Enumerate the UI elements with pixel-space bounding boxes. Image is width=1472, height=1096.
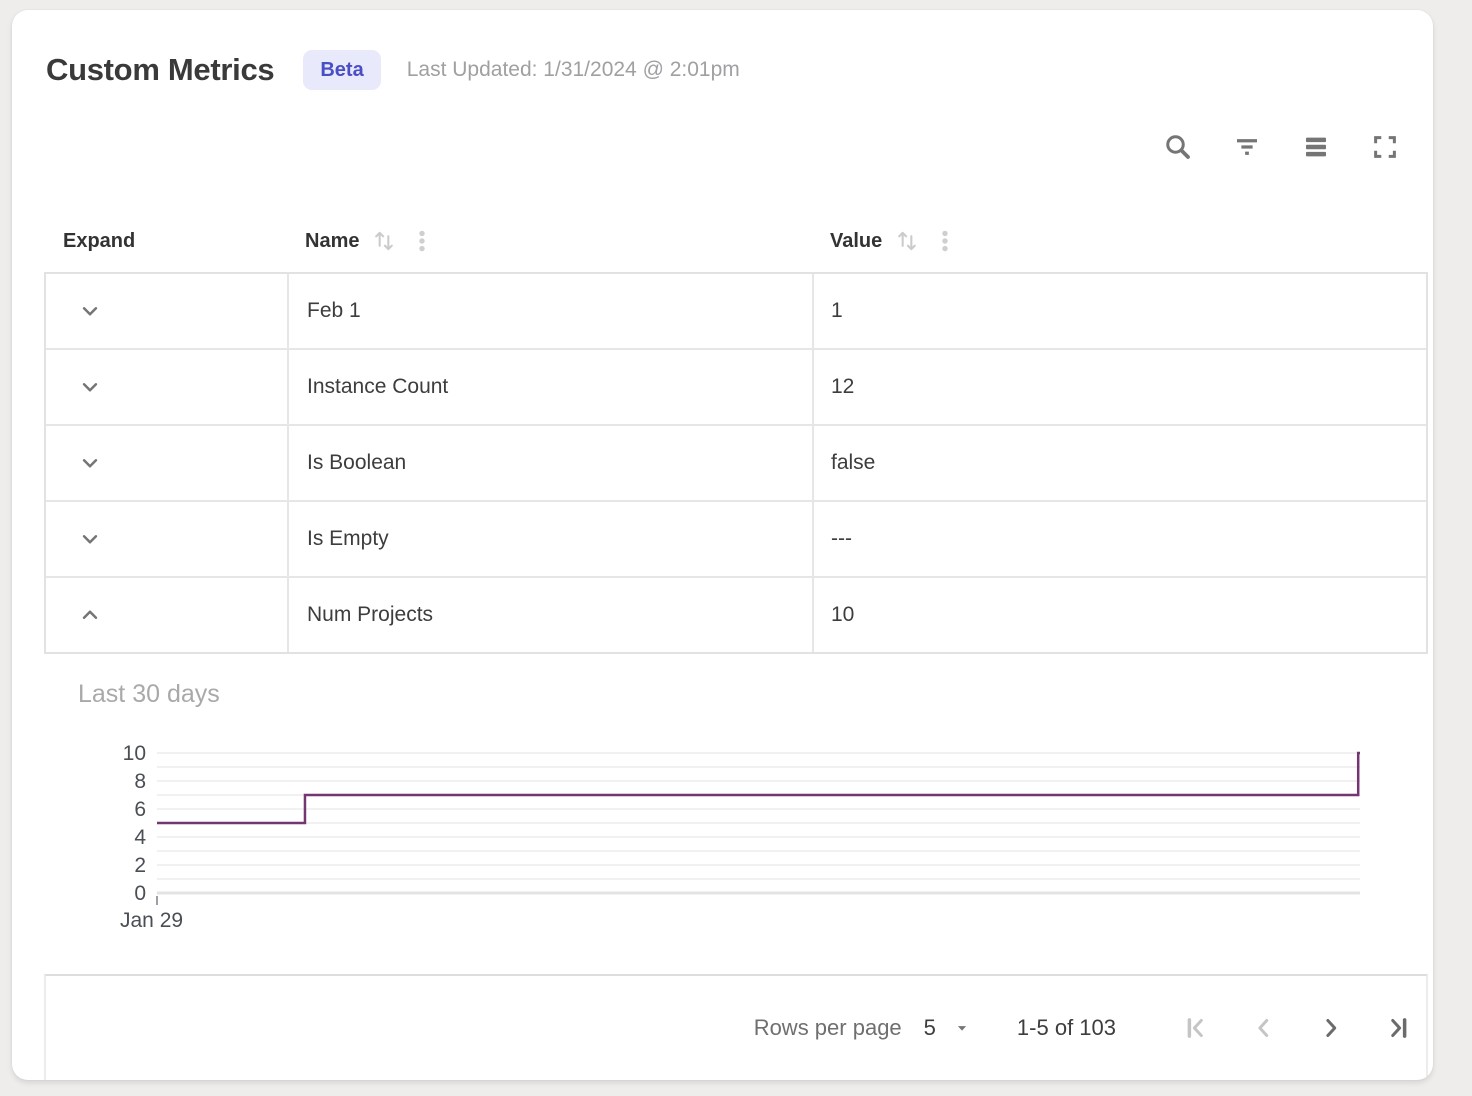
expand-toggle-button[interactable] — [73, 294, 107, 328]
chevron-left-icon — [1258, 1019, 1269, 1037]
column-header-name: Name — [287, 228, 812, 254]
row-name-cell: Is Boolean — [289, 426, 814, 500]
chevron-up-icon — [82, 610, 98, 619]
row-value-cell: false — [831, 451, 876, 474]
svg-text:6: 6 — [134, 798, 146, 821]
density-icon — [1306, 137, 1326, 157]
chevron-down-icon — [82, 307, 98, 316]
last-page-icon — [1391, 1018, 1407, 1038]
expand-cell — [46, 350, 289, 424]
density-button[interactable] — [1298, 129, 1334, 165]
name-column-menu-button[interactable] — [409, 228, 435, 254]
kebab-menu-icon — [942, 230, 948, 252]
expand-toggle-button[interactable] — [73, 598, 107, 632]
chevron-down-icon — [82, 383, 98, 392]
sort-name-button[interactable] — [371, 228, 397, 254]
row-name-cell: Is Empty — [289, 502, 814, 576]
page-range-label: 1-5 of 103 — [1016, 1015, 1116, 1040]
expand-cell — [46, 426, 289, 500]
table-row: Num Projects 10 — [46, 578, 1426, 652]
table-body: Feb 1 1 Instance Count 12 — [44, 272, 1428, 654]
sort-icon — [898, 231, 917, 251]
table-header-row: Expand Name Value — [44, 210, 1428, 272]
svg-text:8: 8 — [134, 770, 146, 793]
next-page-button[interactable] — [1314, 1011, 1348, 1045]
grid-toolbar — [1160, 129, 1403, 165]
row-value-cell: 1 — [831, 299, 843, 322]
previous-page-button[interactable] — [1246, 1011, 1280, 1045]
pagination-bar: Rows per page 5 1-5 of 103 — [44, 974, 1428, 1080]
row-value-cell: 12 — [831, 375, 855, 398]
first-page-icon — [1187, 1018, 1203, 1038]
svg-text:4: 4 — [134, 826, 146, 849]
row-value-cell: 10 — [831, 603, 855, 626]
chart-line — [157, 751, 1360, 825]
svg-text:2: 2 — [134, 854, 146, 877]
page-header: Custom Metrics Beta Last Updated: 1/31/2… — [46, 50, 740, 90]
column-header-expand: Expand — [63, 229, 136, 252]
rows-per-page-select[interactable]: 5 — [924, 1015, 973, 1041]
table-row: Feb 1 1 — [46, 274, 1426, 350]
table-row: Is Empty --- — [46, 502, 1426, 578]
filter-button[interactable] — [1229, 129, 1265, 165]
rows-per-page-label: Rows per page — [753, 1015, 902, 1040]
custom-metrics-card: Custom Metrics Beta Last Updated: 1/31/2… — [12, 10, 1433, 1080]
chevron-down-icon — [82, 459, 98, 468]
expand-cell — [46, 578, 289, 652]
first-page-button[interactable] — [1178, 1011, 1212, 1045]
expand-toggle-button[interactable] — [73, 522, 107, 556]
num-projects-chart: 0 2 4 6 8 10 Jan 29 — [120, 742, 1360, 932]
column-header-value: Value — [812, 228, 1428, 254]
row-name-cell: Feb 1 — [289, 274, 814, 348]
search-icon — [1166, 135, 1190, 159]
value-column-menu-button[interactable] — [932, 228, 958, 254]
svg-text:10: 10 — [123, 742, 146, 765]
svg-text:Jan 29: Jan 29 — [120, 909, 183, 932]
chevron-down-icon — [82, 535, 98, 544]
expand-toggle-button[interactable] — [73, 446, 107, 480]
kebab-menu-icon — [419, 230, 426, 252]
row-name-cell: Num Projects — [289, 578, 814, 652]
chevron-right-icon — [1326, 1019, 1337, 1037]
dropdown-arrow-icon — [951, 1017, 973, 1039]
expand-toggle-button[interactable] — [73, 370, 107, 404]
table-row: Instance Count 12 — [46, 350, 1426, 426]
table-row: Is Boolean false — [46, 426, 1426, 502]
chart-title: Last 30 days — [78, 680, 220, 708]
row-detail-panel: Last 30 days 0 2 4 6 8 10 Jan 29 — [12, 644, 1433, 974]
fullscreen-button[interactable] — [1367, 129, 1403, 165]
fullscreen-icon — [1374, 136, 1396, 158]
svg-text:0: 0 — [134, 882, 146, 905]
beta-badge: Beta — [303, 50, 381, 90]
search-button[interactable] — [1160, 129, 1196, 165]
last-updated-text: Last Updated: 1/31/2024 @ 2:01pm — [406, 58, 740, 81]
sort-value-button[interactable] — [894, 228, 920, 254]
rows-per-page-value: 5 — [923, 1015, 936, 1040]
page-title: Custom Metrics — [46, 52, 275, 87]
filter-icon — [1237, 139, 1257, 155]
row-name-cell: Instance Count — [289, 350, 814, 424]
last-page-button[interactable] — [1382, 1011, 1416, 1045]
expand-cell — [46, 274, 289, 348]
sort-icon — [375, 231, 394, 251]
expand-cell — [46, 502, 289, 576]
row-value-cell: --- — [831, 527, 852, 550]
